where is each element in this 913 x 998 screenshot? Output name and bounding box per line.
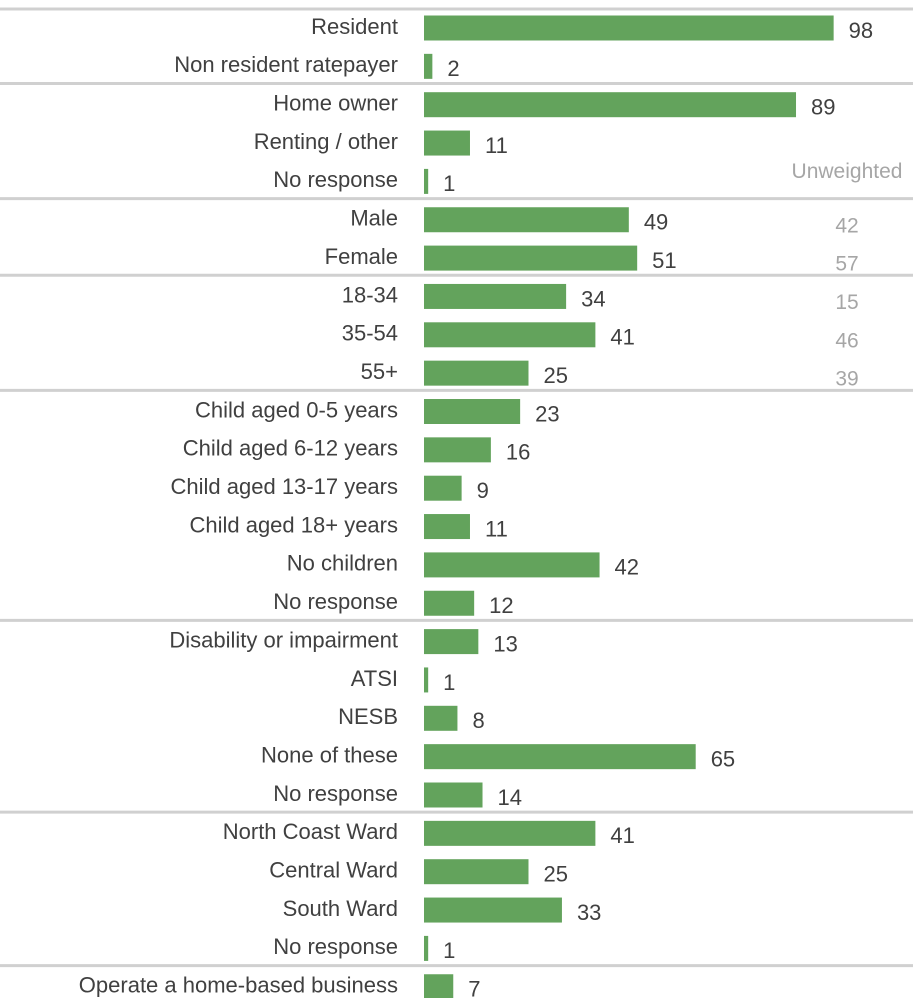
category-label: Central Ward (269, 858, 398, 883)
value-label: 42 (615, 555, 639, 580)
value-label: 89 (811, 95, 835, 120)
category-label: Child aged 0-5 years (195, 397, 398, 422)
category-label: Child aged 6-12 years (183, 436, 398, 461)
value-label: 12 (489, 593, 513, 618)
category-label: None of these (261, 742, 398, 767)
category-label: No response (273, 589, 398, 614)
category-labels: Resident Non resident ratepayer Home owner… (79, 14, 398, 998)
bar (424, 322, 596, 348)
unweighted-value: 42 (835, 214, 858, 237)
bar (424, 15, 834, 41)
value-labels: 9828911149513441252316911421213186514412… (443, 18, 873, 998)
category-label: South Ward (283, 896, 398, 921)
bar (424, 782, 483, 808)
value-label: 13 (493, 631, 517, 656)
value-label: 25 (544, 363, 568, 388)
category-label: Operate a home-based business (79, 973, 398, 998)
category-label: No children (287, 551, 398, 576)
category-label: Disability or impairment (169, 627, 398, 652)
bar (424, 475, 462, 501)
bar (424, 130, 470, 156)
category-label: No response (273, 781, 398, 806)
bar (424, 744, 696, 770)
bar (424, 935, 429, 961)
bar (424, 820, 596, 846)
category-label: No response (273, 934, 398, 959)
category-label: 18-34 (342, 282, 398, 307)
category-label: ATSI (351, 666, 398, 691)
value-label: 25 (544, 862, 568, 887)
value-label: 9 (477, 478, 489, 503)
value-label: 1 (443, 938, 455, 963)
bar (424, 168, 429, 194)
value-label: 14 (498, 785, 522, 810)
value-label: 33 (577, 900, 601, 925)
value-label: 11 (485, 133, 508, 158)
bar (424, 514, 470, 540)
value-label: 2 (447, 56, 459, 81)
unweighted-value: 46 (835, 329, 858, 352)
value-label: 1 (443, 171, 455, 196)
bar (424, 92, 797, 118)
category-label: Male (350, 206, 398, 231)
value-label: 41 (610, 823, 634, 848)
category-label: Child aged 13-17 years (171, 474, 398, 499)
bar (424, 590, 475, 616)
value-label: 23 (535, 401, 559, 426)
bar (424, 629, 479, 655)
unweighted-labels: Unweighted 42 57 15 46 39 (792, 160, 903, 391)
value-label: 41 (610, 325, 634, 350)
unweighted-value: 15 (835, 291, 858, 314)
bar (424, 399, 521, 424)
value-label: 98 (849, 18, 873, 43)
bar (424, 859, 529, 885)
bar (424, 207, 629, 233)
bar (424, 897, 562, 923)
category-label: No response (273, 167, 398, 192)
bar (424, 974, 454, 998)
category-label: NESB (338, 704, 398, 729)
bar (424, 437, 491, 463)
value-label: 65 (711, 746, 735, 771)
unweighted-value: 57 (835, 253, 858, 276)
bar (424, 667, 429, 693)
bar (424, 245, 638, 271)
value-label: 51 (652, 248, 676, 273)
category-label: Female (325, 244, 398, 269)
bar (424, 705, 458, 731)
category-label: Home owner (273, 91, 398, 116)
unweighted-value: 39 (835, 368, 858, 391)
category-label: 35-54 (342, 321, 398, 346)
category-label: Resident (311, 14, 398, 39)
value-label: 34 (581, 286, 605, 311)
value-label: 8 (472, 708, 484, 733)
bar (424, 552, 600, 578)
category-label: Non resident ratepayer (174, 52, 398, 77)
value-label: 49 (644, 210, 668, 235)
unweighted-header: Unweighted (792, 160, 903, 183)
value-label: 7 (468, 977, 480, 998)
category-label: North Coast Ward (223, 819, 398, 844)
value-label: 11 (485, 516, 508, 541)
bar (424, 53, 433, 79)
category-label: 55+ (361, 359, 398, 384)
group-separators (0, 7, 913, 968)
value-label: 16 (506, 440, 530, 465)
value-label: 1 (443, 670, 455, 695)
bar (424, 283, 567, 309)
category-label: Child aged 18+ years (189, 512, 398, 537)
bars (424, 15, 834, 998)
bar (424, 360, 529, 386)
category-label: Renting / other (254, 129, 398, 154)
